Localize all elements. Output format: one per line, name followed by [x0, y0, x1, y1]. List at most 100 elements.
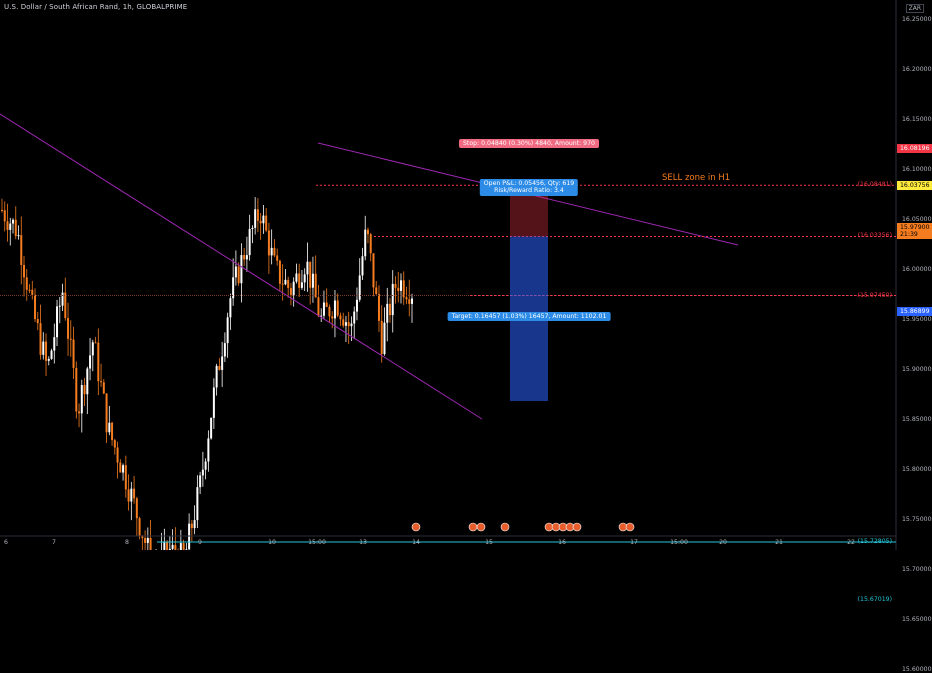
price-axis-label: 15.86899 [897, 307, 932, 316]
candle-body [83, 385, 86, 395]
candle-body [6, 221, 9, 230]
currency-badge: ZAR [905, 4, 924, 13]
candle-body [171, 544, 174, 549]
candle-body [163, 541, 166, 550]
candle-body [179, 543, 182, 550]
candle-body [218, 365, 221, 370]
candle-body [193, 520, 196, 529]
level-price-label: (15.72805) [857, 538, 892, 546]
y-tick-label: 15.85000 [902, 416, 932, 423]
candle-body [201, 469, 204, 476]
candle-body [262, 215, 265, 224]
candle-body [141, 535, 144, 538]
candle-body [240, 255, 243, 284]
candle-body [358, 275, 361, 300]
x-tick-label: 8 [125, 539, 129, 546]
candle-body [232, 277, 235, 299]
candle-body [342, 319, 345, 326]
candle-body [311, 273, 314, 288]
candle-body [23, 264, 26, 278]
x-tick-label: 9 [198, 539, 202, 546]
economic-event-icon[interactable] [625, 522, 635, 532]
y-tick-label: 16.20000 [902, 66, 932, 73]
candle-body [325, 302, 328, 307]
candle-body [284, 279, 287, 285]
candle-body [251, 227, 254, 229]
candle-body [317, 297, 320, 317]
candle-body [17, 235, 20, 237]
sell-zone-annotation[interactable]: SELL zone in H1 [662, 173, 731, 183]
stop-label[interactable]: Stop: 0.04840 (0.30%) 4840, Amount: 970 [459, 139, 599, 149]
candle-body [64, 292, 67, 319]
candle-body [14, 219, 17, 237]
candle-body [300, 282, 303, 288]
candle-body [149, 538, 152, 550]
candle-body [333, 300, 336, 319]
y-tick-label: 15.80000 [902, 466, 932, 473]
x-tick-label: 15:00 [670, 539, 688, 546]
candle-body [295, 273, 298, 282]
candle-body [254, 209, 257, 228]
candle-body [12, 219, 15, 224]
candle-body [127, 489, 130, 502]
candle-body [45, 341, 48, 361]
candle-body [72, 339, 75, 368]
candle-body [353, 311, 356, 324]
price-axis-label: 15.97900 [897, 223, 932, 232]
level-price-label: (15.97450) [857, 291, 892, 299]
candle-body [411, 298, 413, 304]
candle-body [116, 447, 119, 463]
candle-body [124, 465, 127, 490]
candle-body [58, 305, 61, 307]
candle-body [394, 283, 397, 288]
candle-body [138, 518, 141, 536]
candle-body [364, 229, 367, 257]
candle-body [20, 235, 23, 265]
candle-body [210, 417, 213, 439]
candle-body [80, 385, 83, 414]
candle-body [199, 475, 202, 488]
candle-body [130, 488, 133, 502]
candle-body [388, 303, 391, 316]
x-tick-label: 10 [268, 539, 276, 546]
price-chart[interactable] [0, 0, 932, 550]
economic-event-icon[interactable] [476, 522, 486, 532]
candle-body [212, 387, 215, 418]
x-tick-label: 20 [719, 539, 727, 546]
candle-body [89, 355, 92, 369]
level-price-label: (15.67019) [857, 595, 892, 603]
candle-body [375, 287, 378, 295]
candle-body [273, 247, 276, 256]
symbol-title[interactable]: U.S. Dollar / South African Rand, 1h, GL… [4, 3, 188, 11]
y-tick-label: 16.00000 [902, 266, 932, 273]
candle-body [53, 337, 56, 351]
candle-body [94, 342, 97, 344]
candle-body [28, 289, 31, 291]
candle-body [119, 462, 122, 473]
candle-body [377, 294, 380, 321]
candle-body [243, 255, 246, 260]
y-tick-label: 15.65000 [902, 616, 932, 623]
candle-body [355, 299, 358, 312]
economic-event-icon[interactable] [572, 522, 582, 532]
economic-event-icon[interactable] [500, 522, 510, 532]
candle-body [221, 356, 224, 370]
y-tick-label: 16.10000 [902, 166, 932, 173]
candle-body [25, 277, 28, 290]
candle-body [331, 316, 334, 319]
candle-body [168, 548, 171, 550]
candle-body [1, 210, 3, 211]
y-tick-label: 16.05000 [902, 216, 932, 223]
candle-body [380, 320, 383, 355]
economic-event-icon[interactable] [411, 522, 421, 532]
candle-body [146, 538, 149, 543]
candle-body [328, 306, 331, 317]
economic-event-icon[interactable] [468, 522, 478, 532]
target-label[interactable]: Target: 0.16457 (1.03%) 16457, Amount: 1… [447, 312, 611, 322]
candle-body [402, 280, 405, 298]
pnl-label[interactable]: Open P&L: 0.05456, Qty: 619 Risk/Reward … [479, 179, 579, 196]
candle-body [347, 322, 350, 327]
candle-body [67, 318, 70, 339]
candle-body [31, 289, 34, 295]
candle-body [259, 220, 262, 224]
